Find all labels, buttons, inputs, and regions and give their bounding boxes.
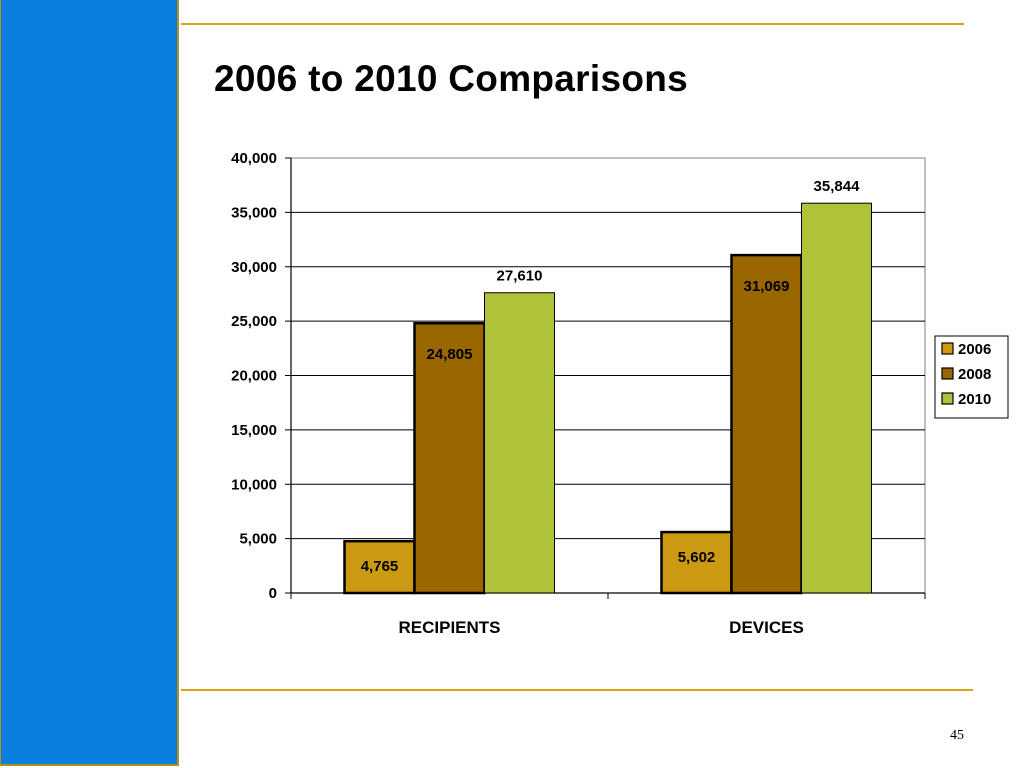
y-tick-label: 5,000 (239, 531, 277, 548)
bottom-rule (181, 689, 973, 691)
y-tick-label: 15,000 (231, 422, 277, 439)
plot-area: 0 5,000 10,000 15,000 20,000 25,000 30,000 35,0… (231, 150, 926, 637)
bar-2010-devices (801, 202, 872, 594)
legend-label-2006: 2006 (958, 341, 991, 358)
bar-2008-recipients (413, 321, 486, 595)
chart-legend: 2006 2008 2010 (934, 335, 1009, 419)
legend-swatch-2008 (941, 367, 954, 380)
bar-2008-devices (730, 253, 803, 595)
y-tick-label: 10,000 (231, 476, 277, 493)
top-rule (181, 23, 964, 25)
legend-swatch-2006 (941, 342, 954, 355)
data-label-2008: 31,069 (744, 278, 790, 295)
legend-label-2010: 2010 (958, 391, 991, 408)
y-tick-label: 40,000 (231, 150, 277, 167)
x-category-label: RECIPIENTS (398, 618, 500, 637)
data-label-2006: 5,602 (678, 549, 716, 566)
y-tick-label: 0 (269, 585, 277, 602)
page-number: 45 (950, 728, 964, 743)
data-label-2010: 27,610 (497, 268, 543, 285)
y-tick-label: 25,000 (231, 313, 277, 330)
data-label-2008: 24,805 (427, 346, 473, 363)
slide-title: 2006 to 2010 Comparisons (214, 58, 689, 99)
legend-label-2008: 2008 (958, 366, 991, 383)
bar-2010-recipients (484, 292, 555, 594)
y-tick-label: 35,000 (231, 204, 277, 221)
x-category-label: DEVICES (729, 618, 804, 637)
sidebar-decoration (0, 0, 179, 766)
bar-2006-recipients (343, 539, 416, 595)
bar-2006-devices (660, 530, 733, 595)
y-tick-label: 20,000 (231, 368, 277, 385)
y-tick-label: 30,000 (231, 259, 277, 276)
data-label-2010: 35,844 (814, 178, 861, 195)
data-label-2006: 4,765 (361, 558, 399, 575)
legend-swatch-2010 (941, 392, 954, 405)
